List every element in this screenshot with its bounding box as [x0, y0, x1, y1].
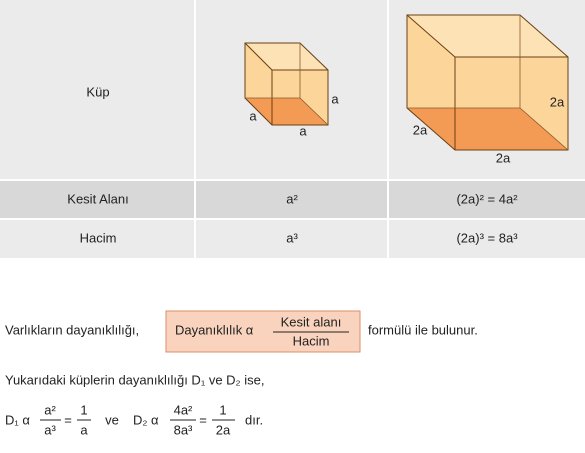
cell	[0, 181, 194, 218]
edge-label: a	[299, 123, 307, 138]
paragraph-text: Yukarıdaki küplerin dayanıklılığı D₁ ve …	[5, 372, 264, 387]
cube-small	[244, 42, 329, 126]
cell	[196, 181, 387, 218]
formula-text: ve	[105, 412, 119, 427]
edge-label: a	[331, 91, 339, 106]
formula-text: a²	[44, 402, 56, 417]
formula-text: Dayanıklılık α	[175, 322, 254, 337]
formula-text: =	[64, 412, 72, 427]
cell-text: a²	[286, 191, 298, 206]
row-label: Hacim	[80, 230, 117, 245]
formula-text: =	[199, 412, 207, 427]
formula-text: a³	[44, 422, 56, 437]
paragraph-text: Varlıkların dayanıklılığı,	[5, 322, 139, 337]
paragraph-text: formülü ile bulunur.	[368, 322, 478, 337]
cube-large	[406, 14, 569, 151]
formula-text: dır.	[245, 412, 263, 427]
cell-text: (2a)³ = 8a³	[456, 230, 518, 245]
edge-label: 2a	[496, 150, 511, 165]
edge-label: 2a	[413, 122, 428, 137]
cell	[196, 220, 387, 258]
row-label: Kesit Alanı	[67, 191, 128, 206]
cell-text: a³	[286, 230, 298, 245]
cell-text: (2a)² = 4a²	[456, 191, 518, 206]
cell	[389, 181, 585, 218]
formula-text: 2a	[216, 422, 231, 437]
row-label: Küp	[86, 84, 109, 99]
cell	[389, 220, 585, 258]
cell	[0, 0, 194, 179]
cell	[0, 220, 194, 258]
formula-text: 8a³	[174, 422, 193, 437]
formula-text: 1	[219, 402, 226, 417]
edge-label: 2a	[550, 94, 565, 109]
formula-text: 4a²	[174, 402, 193, 417]
formula-text: D₂ α	[133, 412, 159, 427]
formula-text: Hacim	[293, 333, 330, 348]
formula-text: D₁ α	[5, 412, 30, 427]
edge-label: a	[249, 108, 257, 123]
formula-text: 1	[80, 402, 87, 417]
formula-text: Kesit alanı	[281, 314, 342, 329]
formula-text: a	[80, 422, 88, 437]
